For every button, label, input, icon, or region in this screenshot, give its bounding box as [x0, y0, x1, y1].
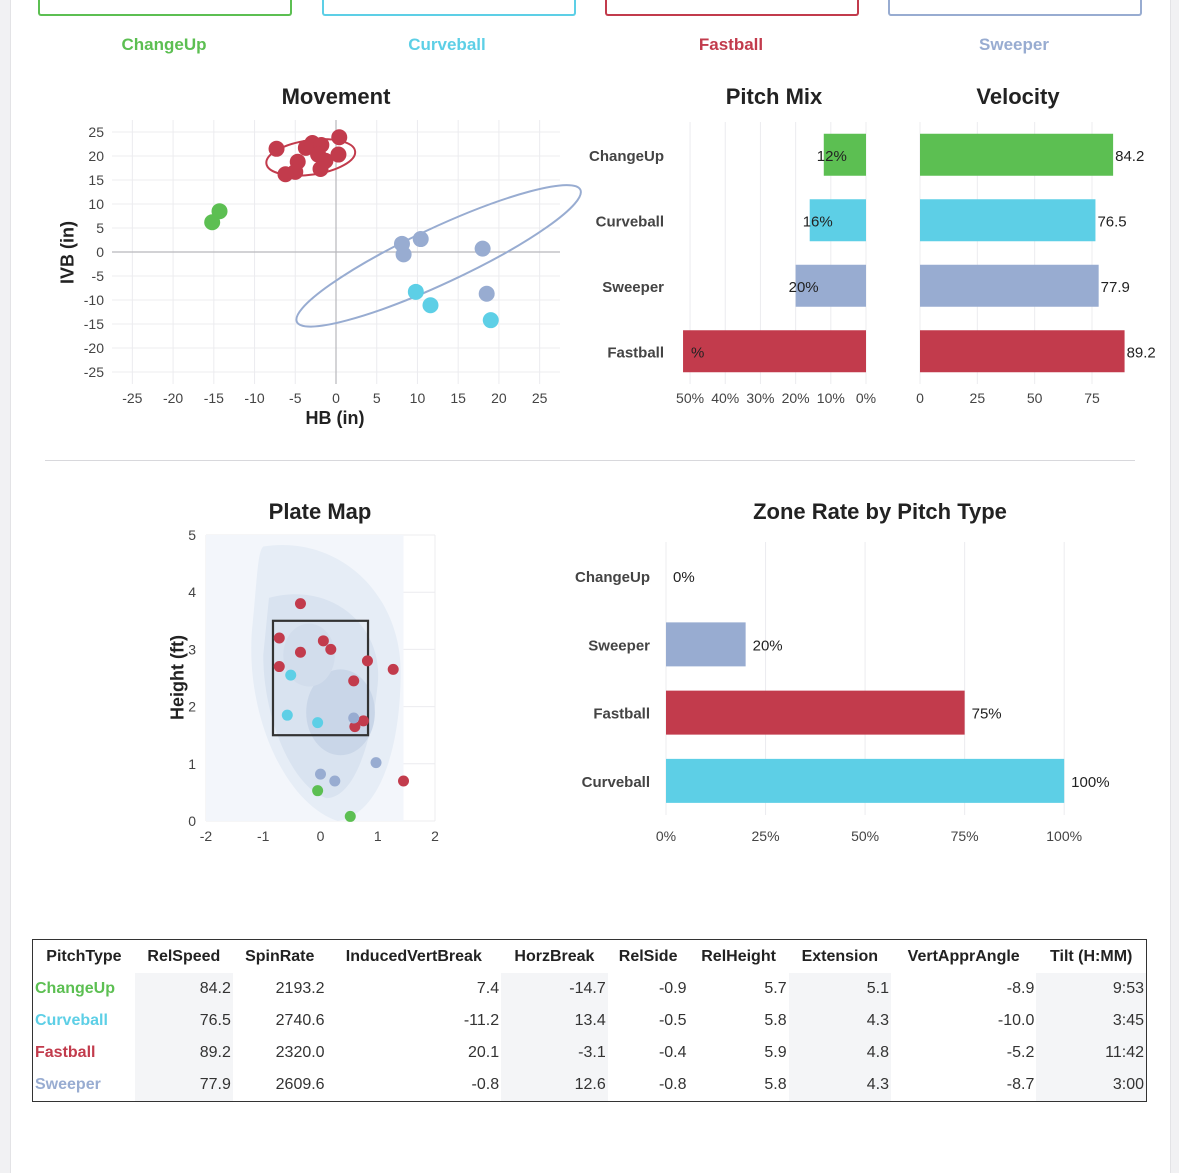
table-header-cell: InducedVertBreak	[345, 947, 482, 965]
table-cell: 13.4	[501, 1005, 608, 1037]
table-cell: 9:53	[1036, 973, 1147, 1005]
legend-card-sweeper	[888, 0, 1142, 16]
plate-map-ylabel: Height (ft)	[167, 635, 188, 720]
table-cell: 20.1	[467, 1044, 500, 1061]
table-cell: 7.4	[476, 980, 500, 997]
legend-label-sweeper: Sweeper	[979, 35, 1049, 54]
table-cell: 4.3	[788, 1005, 891, 1037]
table-cell: 12.6	[501, 1069, 608, 1102]
table-cell: 89.2	[134, 1037, 233, 1069]
table-cell: -8.7	[1006, 1076, 1035, 1093]
table-header-cell: HorzBreak	[514, 947, 595, 965]
legend-card-fastball	[605, 0, 859, 16]
table-cell: -0.8	[658, 1076, 687, 1093]
pitch-type-cell: Sweeper	[32, 1069, 135, 1102]
table-row: Curveball 76.5 2740.6 -11.2 13.4 -0.5 5.8 4.3 -1…	[32, 1005, 1147, 1037]
movement-title: Movement	[281, 84, 391, 109]
table-cell: 3:00	[1036, 1069, 1147, 1102]
legend-label-changeup: ChangeUp	[121, 35, 207, 54]
table-header-cell: RelHeight	[701, 947, 776, 965]
table-cell: 5.8	[764, 1076, 787, 1093]
table-cell: 4.3	[788, 1069, 891, 1102]
pitch-type-cell: Fastball	[32, 1037, 135, 1069]
legend-label-curveball: Curveball	[408, 35, 486, 54]
table-cell: -0.8	[471, 1076, 500, 1093]
table-cell: 76.5	[134, 1005, 233, 1037]
table-cell: -0.9	[658, 980, 687, 997]
table-cell: -11.2	[463, 1012, 500, 1029]
table-cell: -8.9	[1006, 980, 1035, 997]
pitch-mix-title: Pitch Mix	[725, 84, 823, 109]
pitch-summary-table: PitchType RelSpeed SpinRate InducedVertBrea…	[32, 939, 1147, 1102]
table-cell: 11:42	[1036, 1037, 1147, 1069]
table-cell: 2609.6	[275, 1076, 325, 1093]
table-header-cell: RelSide	[618, 947, 678, 965]
table-cell: 5.9	[764, 1044, 787, 1061]
table-header-cell: SpinRate	[245, 947, 315, 965]
legend-card-changeup	[38, 0, 292, 16]
zone-rate-title: Zone Rate by Pitch Type	[753, 499, 1007, 524]
table-row: ChangeUp 84.2 2193.2 7.4 -14.7 -0.9 5.7 5.1 -8.9…	[32, 973, 1147, 1005]
plate-map-title: Plate Map	[268, 499, 372, 524]
table-cell: -0.5	[658, 1012, 687, 1029]
table-cell: 5.1	[788, 973, 891, 1005]
table-header-row: PitchType RelSpeed SpinRate InducedVertBrea…	[33, 940, 1147, 974]
table-header-cell: Tilt (H:MM)	[1050, 947, 1133, 965]
table-cell: 4.8	[788, 1037, 891, 1069]
table-cell: 77.9	[134, 1069, 233, 1102]
velocity-title: Velocity	[976, 84, 1060, 109]
table-row: Fastball 89.2 2320.0 20.1 -3.1 -0.4 5.9 4.8 -5.2…	[32, 1037, 1147, 1069]
pitch-type-cell: ChangeUp	[32, 973, 135, 1005]
section-divider	[45, 460, 1135, 461]
movement-ylabel: IVB (in)	[57, 221, 78, 284]
legend-card-curveball	[322, 0, 576, 16]
movement-xlabel: HB (in)	[305, 408, 365, 428]
table-cell: 3:45	[1036, 1005, 1147, 1037]
table-cell: -14.7	[501, 973, 608, 1005]
table-cell: -5.2	[1006, 1044, 1035, 1061]
table-cell: 2740.6	[275, 1012, 325, 1029]
legend-label-fastball: Fastball	[698, 35, 764, 54]
table-cell: 5.8	[764, 1012, 787, 1029]
table-cell: 2320.0	[275, 1044, 325, 1061]
table-header-cell: PitchType	[46, 947, 122, 965]
table-cell: 5.7	[764, 980, 787, 997]
table-row: Sweeper 77.9 2609.6 -0.8 12.6 -0.8 5.8 4.3 -8.7 3…	[32, 1069, 1147, 1102]
pitch-type-cell: Curveball	[32, 1005, 135, 1037]
table-header-cell: VertApprAngle	[907, 947, 1020, 965]
table-cell: -10.0	[997, 1012, 1035, 1029]
table-cell: -0.4	[658, 1044, 687, 1061]
table-cell: 84.2	[134, 973, 233, 1005]
table-header-cell: RelSpeed	[147, 947, 221, 965]
table-cell: 2193.2	[275, 980, 325, 997]
table-header-cell: Extension	[801, 947, 879, 965]
table-cell: -3.1	[501, 1037, 608, 1069]
